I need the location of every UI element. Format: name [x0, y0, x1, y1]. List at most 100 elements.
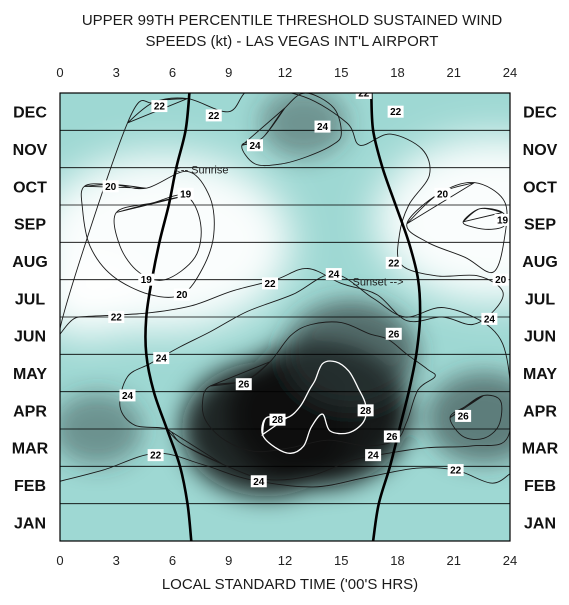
contour-24-line-6 [241, 93, 342, 167]
x-tick-top-21: 21 [447, 65, 461, 80]
contour-label-bg [153, 352, 170, 365]
x-tick-bottom-3: 3 [113, 553, 120, 568]
contour-label-text: 19 [180, 189, 192, 200]
month-gridlines [60, 129, 510, 505]
contour-label-text: 19 [497, 215, 509, 226]
plot-area: 19 19 19 20 20 20 20 22 22 22 22 22 22 22 22 22 24 24 24 24… [60, 93, 510, 541]
x-tick-top-12: 12 [278, 65, 292, 80]
contour-label-text: 28 [272, 415, 284, 426]
contour-label-bg [235, 378, 252, 391]
month-label-left-sep: SEP [14, 217, 46, 234]
chart-title-line2: SPEEDS (kt) - LAS VEGAS INT'L AIRPORT [146, 33, 439, 50]
contour-label-22-1: 22 [205, 109, 222, 122]
month-label-left-may: MAY [13, 366, 47, 383]
contour-label-text: 24 [317, 122, 329, 133]
contour-label-24-7: 24 [250, 475, 267, 488]
contour-label-26-1: 26 [235, 378, 252, 391]
contour-label-bg [151, 100, 168, 113]
contour-label-28-0: 28 [269, 413, 286, 426]
wind-field-low-2 [60, 258, 146, 338]
sunrise-label: <-- Sunrise [174, 165, 228, 177]
contour-label-bg [365, 449, 382, 462]
contour-label-bg [383, 430, 400, 443]
contour-label-text: 20 [495, 275, 507, 286]
contour-label-text: 20 [437, 189, 449, 200]
contour-label-text: 22 [264, 279, 276, 290]
contour-label-text: 22 [388, 258, 400, 269]
sunrise-curve [144, 93, 193, 541]
contour-label-text: 22 [150, 451, 162, 462]
contour-label-bg [147, 449, 164, 462]
contour-labels: 19 19 19 20 20 20 20 22 22 22 22 22 22 22 22 22 24 24 24 24… [102, 93, 510, 488]
x-tick-top-3: 3 [113, 65, 120, 80]
contour-22-line-0 [60, 93, 504, 335]
contour-label-22-8: 22 [447, 464, 464, 477]
contour-label-20-2: 20 [434, 187, 451, 200]
chart-title-line1: UPPER 99TH PERCENTILE THRESHOLD SUSTAINE… [82, 12, 503, 29]
x-tick-labels-bottom: 0 3 6 9 12 15 18 21 24 [56, 553, 517, 568]
contour-label-text: 26 [458, 411, 470, 422]
x-tick-bottom-15: 15 [334, 553, 348, 568]
contour-label-22-7: 22 [147, 449, 164, 462]
month-label-right-may: MAY [523, 366, 557, 383]
contour-label-bg [447, 464, 464, 477]
month-label-right-jan: JAN [524, 515, 556, 532]
contour-label-bg [250, 475, 267, 488]
contour-label-bg [269, 413, 286, 426]
contour-label-bg [177, 187, 194, 200]
month-label-left-oct: OCT [13, 179, 47, 196]
month-label-right-jul: JUL [525, 291, 555, 308]
contour-label-text: 20 [176, 290, 188, 301]
month-label-left-jul: JUL [15, 291, 45, 308]
contour-label-bg [455, 409, 472, 422]
month-labels-right: JAN FEB MAR APR MAY JUN JUL AUG SEP OCT NOV DEC [522, 105, 559, 533]
x-axis-title: LOCAL STANDARD TIME ('00'S HRS) [162, 576, 418, 593]
x-tick-bottom-9: 9 [225, 553, 232, 568]
x-tick-top-9: 9 [225, 65, 232, 80]
contour-label-bg [355, 93, 372, 99]
month-label-right-nov: NOV [523, 142, 558, 159]
month-labels-left: JAN FEB MAR APR MAY JUN JUL AUG SEP OCT NOV DEC [12, 105, 49, 533]
contour-20-line-4 [406, 182, 508, 274]
month-label-left-apr: APR [13, 403, 47, 420]
x-tick-bottom-0: 0 [56, 553, 63, 568]
contour-19-line-5 [462, 207, 507, 230]
sun-curves [144, 93, 422, 541]
x-tick-top-18: 18 [390, 65, 404, 80]
contour-label-22-3: 22 [387, 105, 404, 118]
x-tick-top-15: 15 [334, 65, 348, 80]
contour-label-24-3: 24 [481, 312, 498, 325]
contour-label-19-2: 19 [494, 213, 510, 226]
sunset-curve [370, 93, 422, 541]
x-tick-bottom-18: 18 [390, 553, 404, 568]
contour-label-text: 26 [238, 380, 250, 391]
contour-label-text: 24 [368, 451, 380, 462]
month-label-left-mar: MAR [12, 441, 49, 458]
contour-label-26-3: 26 [383, 430, 400, 443]
x-tick-top-6: 6 [169, 65, 176, 80]
month-label-right-oct: OCT [523, 179, 557, 196]
contour-label-24-2: 24 [325, 268, 342, 281]
contour-label-text: 26 [386, 432, 398, 443]
month-label-left-feb: FEB [14, 478, 46, 495]
contour-label-text: 19 [141, 275, 153, 286]
contour-label-22-4: 22 [385, 256, 402, 269]
contour-label-24-4: 24 [153, 352, 170, 365]
contour-label-24-1: 24 [314, 120, 331, 133]
contour-label-20-1: 20 [173, 288, 190, 301]
contour-label-bg [108, 311, 125, 323]
x-tick-bottom-24: 24 [503, 553, 517, 568]
contour-label-bg [314, 120, 331, 133]
month-label-right-jun: JUN [524, 329, 556, 346]
contour-label-bg [173, 288, 190, 301]
contour-label-19-1: 19 [138, 273, 155, 286]
month-label-right-aug: AUG [522, 254, 558, 271]
contour-label-text: 24 [156, 354, 168, 365]
contour-label-20-3: 20 [492, 273, 509, 286]
contour-label-22-6: 22 [108, 311, 125, 324]
contour-label-bg [205, 109, 222, 122]
contour-label-bg [385, 327, 402, 340]
contour-label-bg [387, 105, 404, 118]
x-tick-bottom-6: 6 [169, 553, 176, 568]
